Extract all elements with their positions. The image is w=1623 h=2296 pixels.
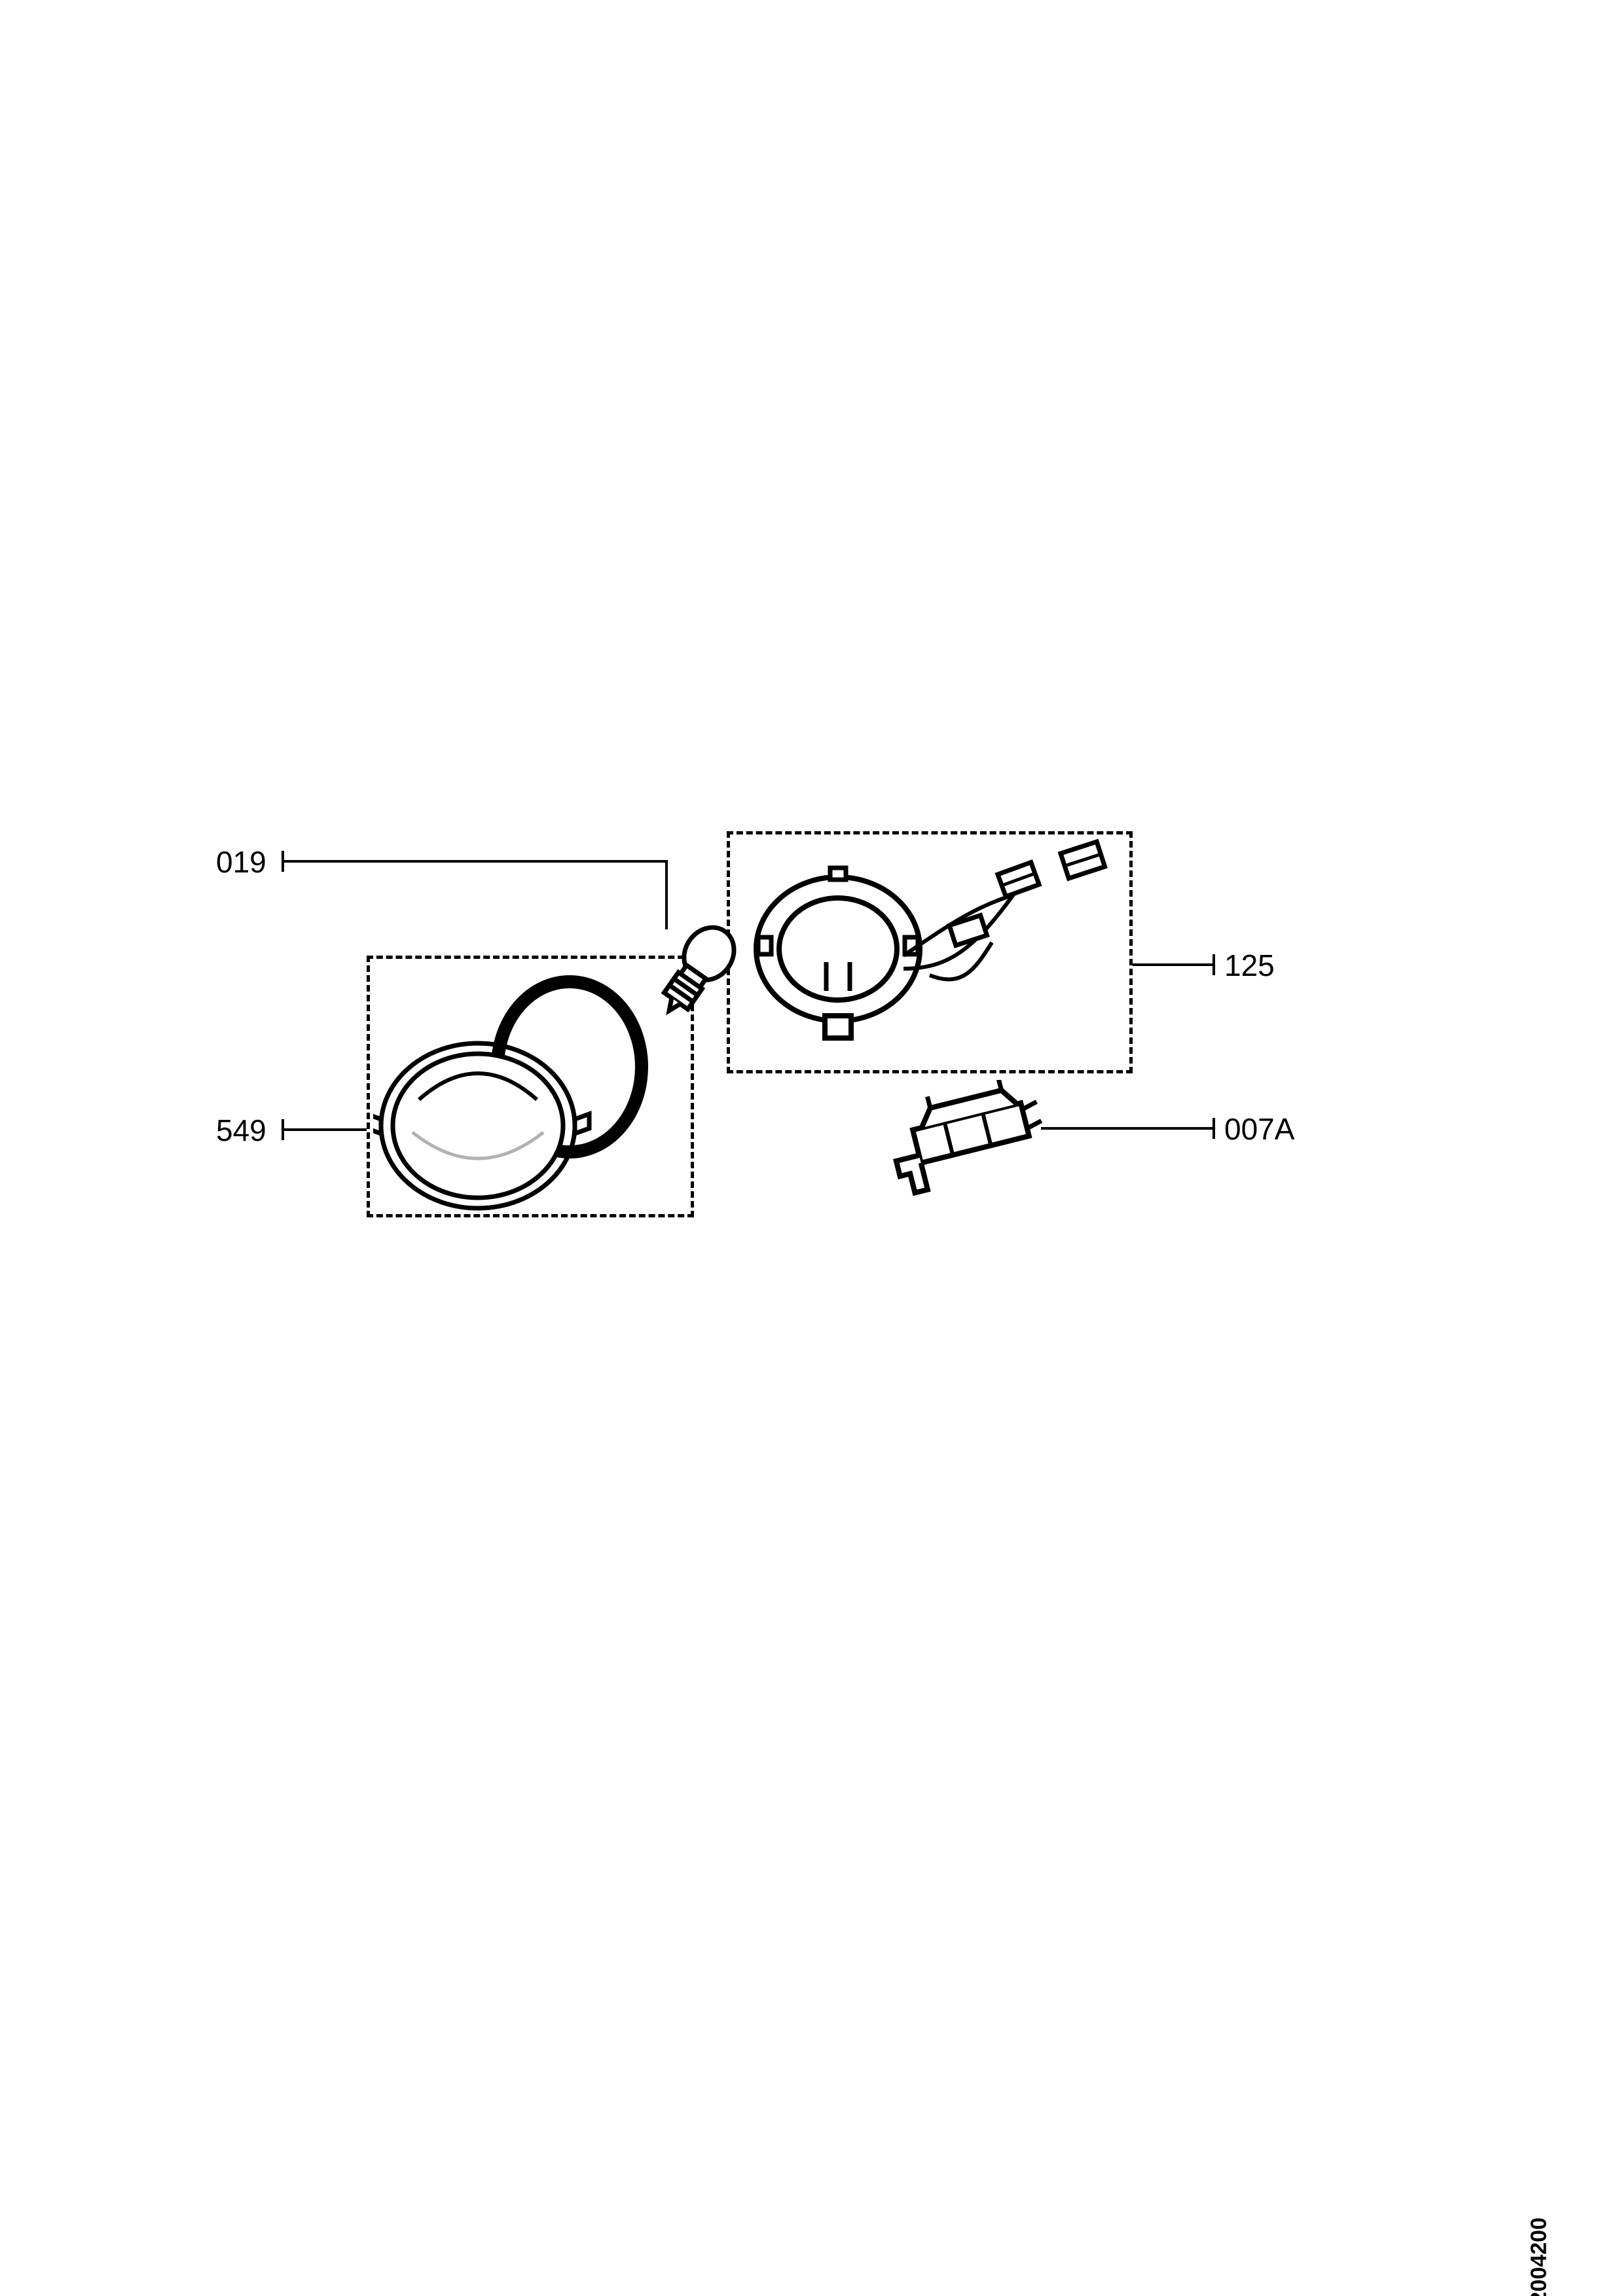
footer-number: N59112004200	[1527, 2217, 1552, 2296]
leader-007A-tick	[1213, 1118, 1215, 1139]
callout-019: 019	[216, 844, 266, 880]
part-socket-wiring-icon	[733, 838, 1126, 1067]
callout-125: 125	[1224, 948, 1275, 983]
leader-007A	[1041, 1127, 1215, 1130]
leader-549	[283, 1128, 367, 1131]
part-lamp-cover-icon	[373, 975, 687, 1211]
leader-125-tick	[1213, 954, 1215, 975]
part-door-latch-icon	[884, 1080, 1054, 1198]
leader-125	[1133, 963, 1215, 966]
leader-019-tick	[282, 851, 284, 872]
footer-subcaption: Number of picture	[1554, 2217, 1582, 2296]
footer-caption: Explosionszeichnungs Nr.: N59112004200 N…	[1525, 2217, 1581, 2296]
leader-019	[283, 860, 668, 863]
callout-549: 549	[216, 1113, 266, 1148]
callout-007A: 007A	[1224, 1111, 1294, 1147]
leader-549-tick	[282, 1119, 284, 1140]
part-bulb-icon	[642, 916, 746, 1034]
